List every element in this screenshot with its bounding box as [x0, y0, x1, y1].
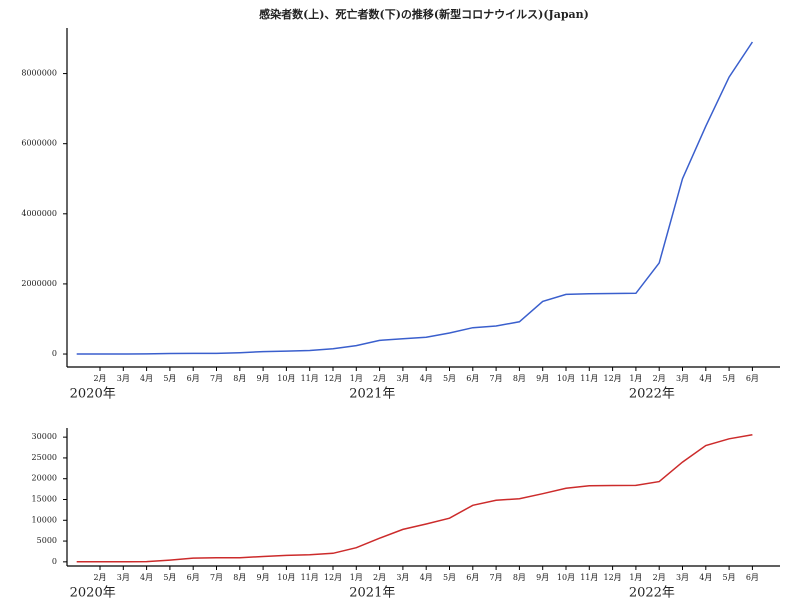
x-tick-label: 3月 [396, 573, 409, 582]
x-tick-label: 1月 [629, 573, 642, 582]
x-tick-label: 5月 [723, 374, 736, 383]
x-tick-label: 5月 [723, 573, 736, 582]
data-line [76, 433, 753, 563]
x-tick-label: 8月 [233, 374, 246, 383]
x-tick-label: 1月 [629, 374, 642, 383]
x-tick-label: 10月 [277, 374, 295, 383]
x-tick-label: 8月 [513, 573, 526, 582]
y-tick-label: 8000000 [21, 69, 57, 78]
x-tick-label: 3月 [117, 374, 130, 383]
x-tick-label: 8月 [513, 374, 526, 383]
x-tick-label: 5月 [163, 573, 176, 582]
data-line [76, 41, 754, 355]
x-tick-label: 10月 [277, 573, 295, 582]
x-tick-label: 7月 [490, 374, 503, 383]
x-tick-label: 3月 [676, 374, 689, 383]
x-tick-label: 3月 [676, 573, 689, 582]
x-tick-label: 9月 [257, 573, 270, 582]
y-tick-label: 15000 [32, 494, 57, 503]
x-tick-label: 5月 [443, 573, 456, 582]
x-tick-label: 6月 [187, 573, 200, 582]
x-tick-label: 12月 [604, 374, 622, 383]
x-tick-label: 4月 [140, 573, 153, 582]
x-tick-label: 9月 [536, 573, 549, 582]
x-tick-label: 11月 [580, 573, 598, 582]
x-tick-label: 12月 [324, 573, 342, 582]
x-tick-label: 4月 [420, 374, 433, 383]
x-tick-label: 2月 [653, 573, 666, 582]
x-tick-label: 7月 [210, 374, 223, 383]
x-tick-label: 11月 [301, 374, 319, 383]
year-label: 2022年 [629, 387, 675, 402]
x-tick-label: 6月 [746, 573, 759, 582]
x-tick-label: 3月 [396, 374, 409, 383]
x-tick-label: 5月 [163, 374, 176, 383]
year-label: 2021年 [349, 387, 395, 402]
x-tick-label: 7月 [210, 573, 223, 582]
year-label: 2020年 [70, 586, 116, 600]
x-tick-label: 12月 [324, 374, 342, 383]
x-tick-label: 11月 [580, 374, 598, 383]
y-tick-label: 30000 [32, 432, 57, 441]
x-tick-label: 9月 [257, 374, 270, 383]
y-tick-label: 5000 [37, 536, 57, 545]
x-tick-label: 6月 [466, 374, 479, 383]
y-tick-label: 6000000 [21, 139, 57, 148]
x-tick-label: 2月 [373, 573, 386, 582]
y-tick-label: 25000 [32, 453, 57, 462]
x-tick-label: 12月 [604, 573, 622, 582]
y-tick-label: 4000000 [21, 209, 57, 218]
x-tick-label: 6月 [746, 374, 759, 383]
x-tick-label: 6月 [466, 573, 479, 582]
year-label: 2021年 [349, 586, 395, 600]
x-tick-label: 5月 [443, 374, 456, 383]
x-tick-label: 4月 [699, 573, 712, 582]
chart-title: 感染者数(上)、死亡者数(下)の推移(新型コロナウイルス)(Japan) [259, 7, 589, 21]
x-tick-label: 3月 [117, 573, 130, 582]
x-tick-label: 7月 [490, 573, 503, 582]
x-tick-label: 10月 [557, 374, 575, 383]
y-tick-label: 0 [52, 557, 57, 566]
x-tick-label: 9月 [536, 374, 549, 383]
x-tick-label: 4月 [699, 374, 712, 383]
x-tick-label: 10月 [557, 573, 575, 582]
x-tick-label: 2月 [653, 374, 666, 383]
x-tick-label: 6月 [187, 374, 200, 383]
x-tick-label: 2月 [93, 374, 106, 383]
y-tick-label: 0 [52, 349, 57, 358]
x-tick-label: 11月 [301, 573, 319, 582]
x-tick-label: 1月 [350, 374, 363, 383]
x-tick-label: 2月 [93, 573, 106, 582]
y-tick-label: 10000 [32, 515, 57, 524]
y-tick-label: 20000 [32, 474, 57, 483]
x-tick-label: 4月 [420, 573, 433, 582]
year-label: 2022年 [629, 586, 675, 600]
x-tick-label: 1月 [350, 573, 363, 582]
y-tick-label: 2000000 [21, 279, 57, 288]
x-tick-label: 2月 [373, 374, 386, 383]
x-tick-label: 4月 [140, 374, 153, 383]
year-label: 2020年 [70, 387, 116, 402]
x-tick-label: 8月 [233, 573, 246, 582]
